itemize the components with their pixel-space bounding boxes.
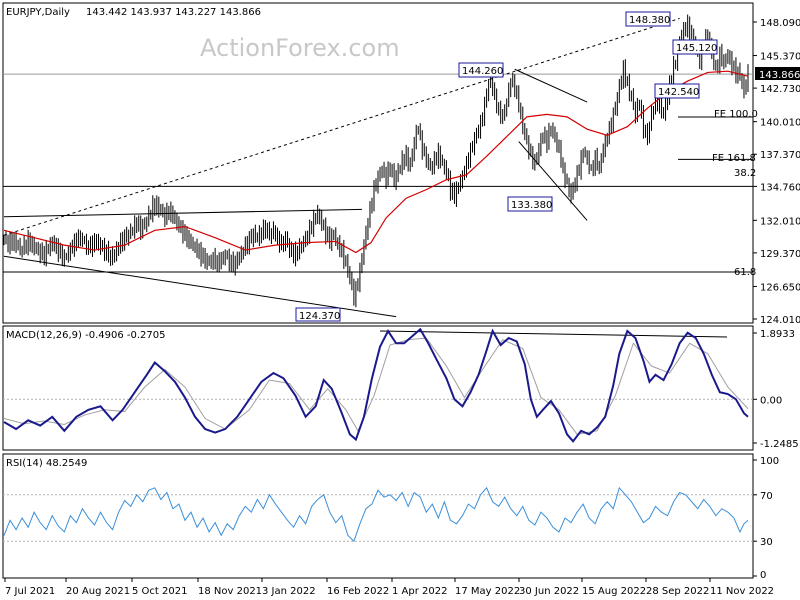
x-tick-label-1: 20 Aug 2021: [66, 586, 130, 597]
x-tick-label-3: 18 Nov 2021: [198, 586, 262, 597]
price-tick-label-9: 124.010: [760, 315, 800, 326]
macd-signal-line: [3, 337, 749, 435]
watermark: ActionForex.com: [200, 34, 400, 62]
price-tick-label-6: 132.010: [760, 216, 800, 227]
x-tick-label-0: 7 Jul 2021: [5, 586, 55, 597]
x-tick-label-6: 1 Apr 2022: [392, 586, 447, 597]
label-fib-382: 38.2: [734, 168, 756, 179]
trendline-channel-bottom: [518, 141, 588, 221]
price-tick-label-2: 142.730: [760, 84, 800, 95]
trendline-wedge-top: [3, 208, 362, 218]
label-box-148380: [625, 11, 671, 27]
rsi-tick-label-2: 30: [760, 537, 773, 548]
trendline-wedge-bottom: [3, 255, 397, 318]
label-124370: 124.370: [299, 311, 340, 322]
macd-top-trendline: [379, 330, 728, 338]
x-axis: 7 Jul 2021 20 Aug 2021 5 Oct 2021 18 Nov 20…: [4, 578, 774, 597]
moving-average-line: [3, 70, 749, 254]
label-fib-618: 61.8: [734, 267, 756, 278]
last-price-tag: [755, 67, 800, 80]
ohlc-readout: 143.442 143.937 143.227 143.866: [86, 7, 261, 18]
x-tick-label-7: 17 May 2022: [455, 586, 520, 597]
macd-panel-frame: [2, 325, 754, 451]
price-y-axis: 148.090 145.370 142.730 140.010 137.370 134.7…: [753, 18, 800, 326]
label-133380: 133.380: [511, 200, 552, 211]
x-tick-label-4: 3 Jan 2022: [262, 586, 316, 597]
label-142540: 142.540: [658, 87, 699, 98]
price-tick-label-7: 129.370: [760, 249, 800, 260]
price-tick-label-0: 148.090: [760, 18, 800, 29]
macd-tick-label-2: -1.2485: [760, 439, 799, 450]
price-tick-label-1: 145.370: [760, 52, 800, 63]
macd-tick-label-0: 1.8933: [760, 329, 795, 340]
x-tick-label-5: 16 Feb 2022: [327, 586, 389, 597]
macd-y-axis: 1.8933 0.00 -1.2485: [753, 329, 799, 450]
price-levels: [3, 17, 753, 318]
label-fe-100: FE 100.0: [714, 109, 758, 120]
rsi-y-axis: 100 70 30 0: [753, 456, 779, 581]
x-tick-label-10: 28 Sep 2022: [646, 586, 709, 597]
macd-line: [3, 327, 749, 443]
rsi-tick-label-1: 70: [760, 491, 773, 502]
trendline-upper: [3, 17, 680, 236]
price-tick-label-5: 134.760: [760, 182, 800, 193]
label-box-144260: [458, 62, 504, 78]
price-tick-label-8: 126.650: [760, 282, 800, 293]
rsi-title: RSI(14) 48.2549: [6, 458, 87, 469]
label-box-145120: [672, 39, 718, 55]
price-annotations: 148.380 144.260 145.120 142.540 133.380 …: [295, 11, 758, 322]
price-panel-frame: [2, 2, 754, 324]
macd-tick-label-1: 0.00: [760, 395, 782, 406]
rsi-panel-frame: [2, 453, 754, 579]
label-144260: 144.260: [462, 66, 503, 77]
x-tick-label-11: 11 Nov 2022: [710, 586, 774, 597]
rsi-line: [3, 486, 749, 543]
price-tick-label-3: 140.010: [760, 118, 800, 129]
x-tick-label-9: 15 Aug 2022: [582, 586, 646, 597]
x-tick-label-2: 5 Oct 2021: [132, 586, 187, 597]
label-145120: 145.120: [676, 43, 717, 54]
x-tick-label-8: 30 Jun 2022: [519, 586, 579, 597]
rsi-tick-label-0: 100: [760, 456, 779, 467]
last-price-value: 143.866: [759, 70, 800, 81]
label-box-142540: [654, 83, 700, 99]
rsi-tick-label-3: 0: [760, 570, 766, 581]
label-box-124370: [295, 307, 341, 322]
label-fe-1618: FE 161.8: [712, 153, 756, 164]
label-148380: 148.380: [629, 15, 670, 26]
macd-title: MACD(12,26,9) -0.4906 -0.2705: [6, 330, 166, 341]
symbol-label: EURJPY,Daily: [6, 7, 70, 18]
trendline-channel-top: [514, 68, 588, 103]
label-box-133380: [507, 196, 553, 212]
price-candles: [3, 14, 749, 308]
price-tick-label-4: 137.370: [760, 150, 800, 161]
